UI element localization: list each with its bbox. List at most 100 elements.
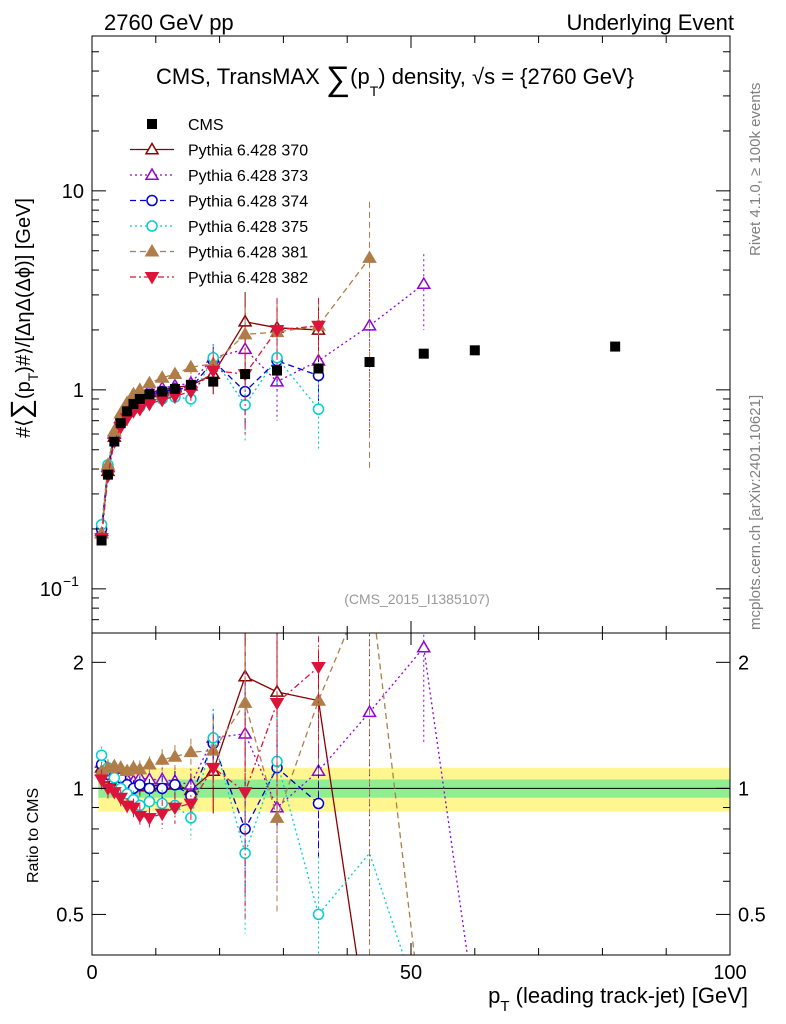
series-point-4 (100, 457, 116, 470)
legend-label: Pythia 6.428 373 (188, 168, 308, 185)
ratio-point-3 (143, 795, 156, 808)
cms-data-point (272, 365, 283, 376)
ratio-series-group (94, 571, 469, 955)
x-tick-label: 100 (713, 962, 746, 984)
cms-data-point (122, 406, 133, 417)
y-tick-label-ratio: 2 (73, 652, 84, 674)
series-point-5 (269, 324, 285, 338)
y-tick-label-ratio: 0.5 (56, 904, 84, 926)
ratio-point-2 (312, 797, 325, 810)
ratio-point-1 (416, 640, 432, 653)
series-point-4 (154, 370, 170, 383)
rivet-label: Rivet 4.1.0, ≥ 100k events (747, 83, 764, 256)
ratio-point-4 (237, 695, 253, 708)
ratio-point-5 (142, 812, 157, 826)
series-point-5 (311, 320, 326, 334)
cms-data-point (157, 386, 168, 397)
legend-label: Pythia 6.428 381 (188, 245, 308, 262)
ratio-point-4 (142, 757, 157, 770)
mcplots-label: mcplots.cern.ch [arXiv:2401.10621] (747, 395, 764, 630)
y-tick-label-main: 1 (73, 380, 84, 402)
series-point-4 (167, 366, 183, 380)
legend-label: CMS (188, 117, 224, 134)
header-right: Underlying Event (566, 10, 734, 35)
cms-data-point (469, 345, 480, 356)
series-point-5 (142, 398, 157, 412)
y-tick-label-ratio-right: 2 (738, 652, 749, 674)
ratio-point-5 (113, 792, 129, 806)
series-point-1 (416, 276, 432, 290)
y-tick-label-main-exp: −1 (63, 573, 79, 589)
legend-marker (146, 194, 158, 207)
ratio-point-4 (364, 571, 376, 581)
ratio-point-5 (237, 787, 253, 800)
ratio-point-4 (167, 749, 183, 762)
cms-data-point (364, 357, 375, 368)
ratio-point-2 (156, 782, 168, 795)
series-point-5 (205, 365, 221, 379)
ratio-point-5 (167, 802, 183, 816)
ratio-point-5 (126, 802, 141, 816)
ratio-point-5 (269, 697, 285, 711)
cms-data-point (610, 341, 621, 352)
x-tick-label: 50 (400, 962, 422, 984)
series-point-4 (107, 423, 122, 437)
y-tick-label-ratio-right: 1 (738, 778, 749, 800)
legend-marker (146, 220, 158, 232)
cms-data-point (240, 369, 251, 380)
legend-marker (147, 119, 157, 129)
ratio-point-4 (154, 752, 170, 765)
cms-data-point (109, 436, 120, 447)
series-point-4 (183, 359, 199, 373)
series-point-4 (237, 326, 253, 340)
cms-data-point (128, 398, 139, 409)
x-tick-label: 0 (86, 962, 97, 984)
ratio-point-2 (169, 779, 181, 791)
header-left: 2760 GeV pp (104, 10, 234, 35)
cms-data-point (115, 418, 126, 429)
y-axis-label-ratio: Ratio to CMS (25, 788, 42, 883)
legend-label: Pythia 6.428 375 (188, 219, 308, 236)
legend: CMS Pythia 6.428 370 Pythia 6.428 373 Pythi… (130, 117, 308, 287)
ratio-point-5 (154, 808, 170, 822)
y-axis-label-main: #⟨∑(pT)#⟩/[ΔηΔ(Δϕ)] [GeV] (5, 198, 41, 438)
ratio-point-3 (108, 772, 121, 784)
ratio-point-5 (205, 762, 221, 776)
ratio-point-5 (311, 661, 326, 675)
cms-data-point (208, 376, 219, 387)
y-tick-label-main: 10 (40, 579, 62, 601)
ratio-point-3 (95, 749, 108, 761)
legend-marker (144, 244, 160, 257)
y-tick-label-main: 10 (62, 181, 84, 203)
ratio-point-5 (94, 774, 109, 787)
x-axis-label: pT (leading track-jet) [GeV] (488, 983, 748, 1015)
cms-data-point (134, 393, 145, 404)
ratio-line-0 (101, 675, 358, 955)
ratio-point-4 (311, 693, 326, 706)
plot-title: CMS, TransMAX ∑(pT) density, √s = {2760 … (156, 60, 634, 99)
cms-data-point (185, 379, 196, 390)
ratio-point-4 (269, 810, 285, 823)
legend-marker (144, 167, 160, 180)
series-point-4 (362, 250, 377, 263)
legend-marker (144, 272, 160, 285)
series-point-4 (142, 375, 157, 389)
ratio-point-5 (183, 798, 199, 812)
cms-data-point (144, 389, 155, 400)
cms-data-point (313, 363, 324, 374)
y-tick-label-ratio: 1 (73, 778, 84, 800)
legend-label: Pythia 6.428 382 (188, 270, 308, 287)
legend-label: Pythia 6.428 370 (188, 143, 308, 160)
cms-data-point (102, 469, 113, 480)
ratio-point-3 (312, 908, 325, 921)
legend-marker (144, 142, 160, 155)
ratio-point-4 (183, 744, 199, 758)
cms-data-point (96, 535, 107, 546)
ratio-line-1 (101, 645, 469, 955)
series-point-3 (312, 403, 325, 415)
ratio-band-group (92, 767, 730, 812)
y-tick-label-ratio-right: 0.5 (738, 904, 766, 926)
cms-data-group (96, 341, 621, 546)
